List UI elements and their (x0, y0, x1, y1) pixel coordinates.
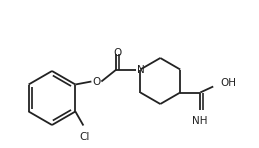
Text: Cl: Cl (79, 132, 90, 141)
Text: OH: OH (220, 78, 236, 87)
Text: O: O (92, 77, 100, 86)
Text: NH: NH (192, 116, 208, 127)
Text: O: O (114, 48, 122, 58)
Text: N: N (136, 65, 144, 74)
